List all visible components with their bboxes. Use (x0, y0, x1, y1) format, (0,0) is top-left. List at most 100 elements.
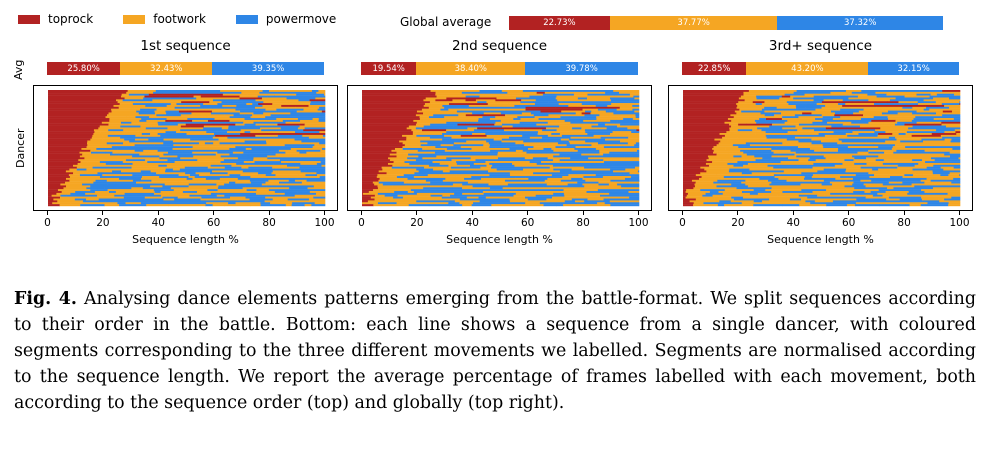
dancer-segment-footwork (923, 99, 939, 102)
dancer-segment-toprock (752, 101, 765, 104)
dancer-segment-toprock (362, 125, 410, 128)
dancer-segment-footwork (373, 204, 382, 207)
dancer-segment-footwork (541, 161, 561, 164)
dancer-segment-powermove (183, 136, 193, 139)
dancer-segment-footwork (204, 133, 215, 136)
dancer-segment-footwork (211, 110, 241, 113)
dancer-segment-powermove (319, 106, 326, 109)
dancer-segment-powermove (162, 196, 178, 199)
dancer-segment-powermove (498, 157, 526, 160)
dancer-segment-footwork (279, 106, 289, 109)
dancer-segment-footwork (823, 155, 853, 158)
dancer-segment-powermove (831, 125, 861, 128)
dancer-segment-footwork (499, 181, 525, 184)
dancer-segment-footwork (84, 172, 98, 175)
dancer-segment-footwork (743, 164, 768, 167)
dancer-segment-powermove (584, 149, 600, 152)
dancer-segment-toprock (955, 131, 961, 134)
dancer-segment-powermove (243, 151, 270, 154)
dancer-segment-footwork (846, 116, 875, 119)
dancer-segment-footwork (940, 134, 955, 137)
dancer-segment-footwork (706, 170, 730, 173)
dancer-segment-powermove (99, 176, 114, 179)
dancer-segment-footwork (537, 131, 550, 134)
dancer-segment-toprock (240, 133, 268, 136)
dancer-segment-footwork (438, 157, 447, 160)
dancer-segment-powermove (733, 164, 744, 167)
dancer-segment-powermove (194, 176, 203, 179)
dancer-segment-footwork (77, 162, 98, 166)
dancer-segment-footwork (721, 157, 750, 160)
dancer-segment-footwork (413, 119, 421, 123)
dancer-segment-powermove (127, 198, 145, 201)
dancer-segment-toprock (683, 153, 717, 156)
dancer-segment-footwork (290, 200, 307, 203)
dancer-segment-footwork (743, 91, 767, 94)
dancer-segment-footwork (392, 164, 403, 167)
dancer-segment-powermove (515, 138, 523, 141)
dancer-segment-footwork (370, 196, 382, 199)
dancer-segment-footwork (101, 121, 122, 124)
dancer-segment-footwork (771, 191, 783, 194)
dancer-segment-footwork (863, 108, 883, 111)
dancer-segment-footwork (883, 91, 893, 94)
dancer-segment-footwork (79, 155, 108, 158)
dancer-segment-footwork (958, 202, 961, 205)
dancer-segment-powermove (429, 187, 453, 190)
dancer-segment-footwork (772, 104, 797, 108)
dancer-segment-powermove (161, 146, 177, 149)
dancer-segment-footwork (521, 194, 537, 197)
dancer-segment-footwork (739, 108, 763, 111)
dancer-segment-footwork (265, 196, 293, 199)
dancer-segment-powermove (591, 125, 618, 128)
dancer-segment-powermove (746, 153, 772, 156)
dancer-segment-powermove (473, 202, 496, 205)
dancer-segment-toprock (362, 134, 403, 137)
dancer-segment-footwork (607, 104, 633, 108)
dancer-segment-footwork (536, 191, 558, 194)
dancer-segment-footwork (779, 140, 799, 143)
dancer-segment-powermove (618, 142, 629, 145)
dancer-segment-powermove (485, 153, 498, 156)
dancer-segment-powermove (448, 200, 456, 203)
dancer-segment-footwork (544, 119, 565, 123)
dancer-segment-powermove (932, 172, 950, 175)
dancer-segment-footwork (489, 104, 503, 108)
avg-1-toprock-segment: 25.80% (47, 62, 121, 75)
dancer-segment-footwork (487, 103, 509, 106)
dancer-segment-powermove (605, 162, 620, 166)
dancer-segment-powermove (610, 204, 639, 207)
dancer-segment-powermove (570, 101, 590, 104)
dancer-segment-powermove (249, 149, 280, 152)
dancer-segment-footwork (516, 198, 529, 201)
dancer-segment-footwork (162, 162, 178, 166)
dancer-segment-footwork (466, 140, 487, 143)
dancer-segment-powermove (914, 185, 943, 188)
dancer-segment-toprock (178, 110, 191, 113)
dancer-segment-powermove (414, 172, 427, 175)
dancer-segment-footwork (870, 170, 891, 173)
dancer-segment-powermove (403, 174, 429, 177)
dancer-segment-powermove (192, 136, 214, 139)
dancer-segment-footwork (102, 174, 133, 177)
dancer-segment-powermove (819, 129, 848, 132)
dancer-segment-footwork (458, 114, 467, 117)
dancer-segment-powermove (756, 97, 780, 100)
dancer-segment-powermove (751, 198, 770, 201)
dancer-segment-powermove (900, 140, 924, 143)
dancer-segment-footwork (716, 144, 734, 147)
dancer-segment-powermove (793, 166, 813, 169)
dancer-segment-footwork (922, 140, 951, 143)
dancer-segment-footwork (493, 138, 503, 141)
dancer-segment-powermove (818, 172, 849, 175)
dancer-segment-powermove (610, 99, 627, 102)
dancer-segment-footwork (214, 118, 245, 121)
dancer-segment-powermove (95, 179, 108, 182)
dancer-segment-footwork (569, 99, 600, 102)
dancer-segment-footwork (156, 172, 166, 175)
dancer-segment-powermove (563, 155, 570, 158)
dancer-segment-powermove (921, 138, 945, 141)
dancer-segment-footwork (287, 106, 296, 109)
dancer-segment-powermove (490, 110, 503, 113)
dancer-segment-footwork (116, 159, 127, 162)
